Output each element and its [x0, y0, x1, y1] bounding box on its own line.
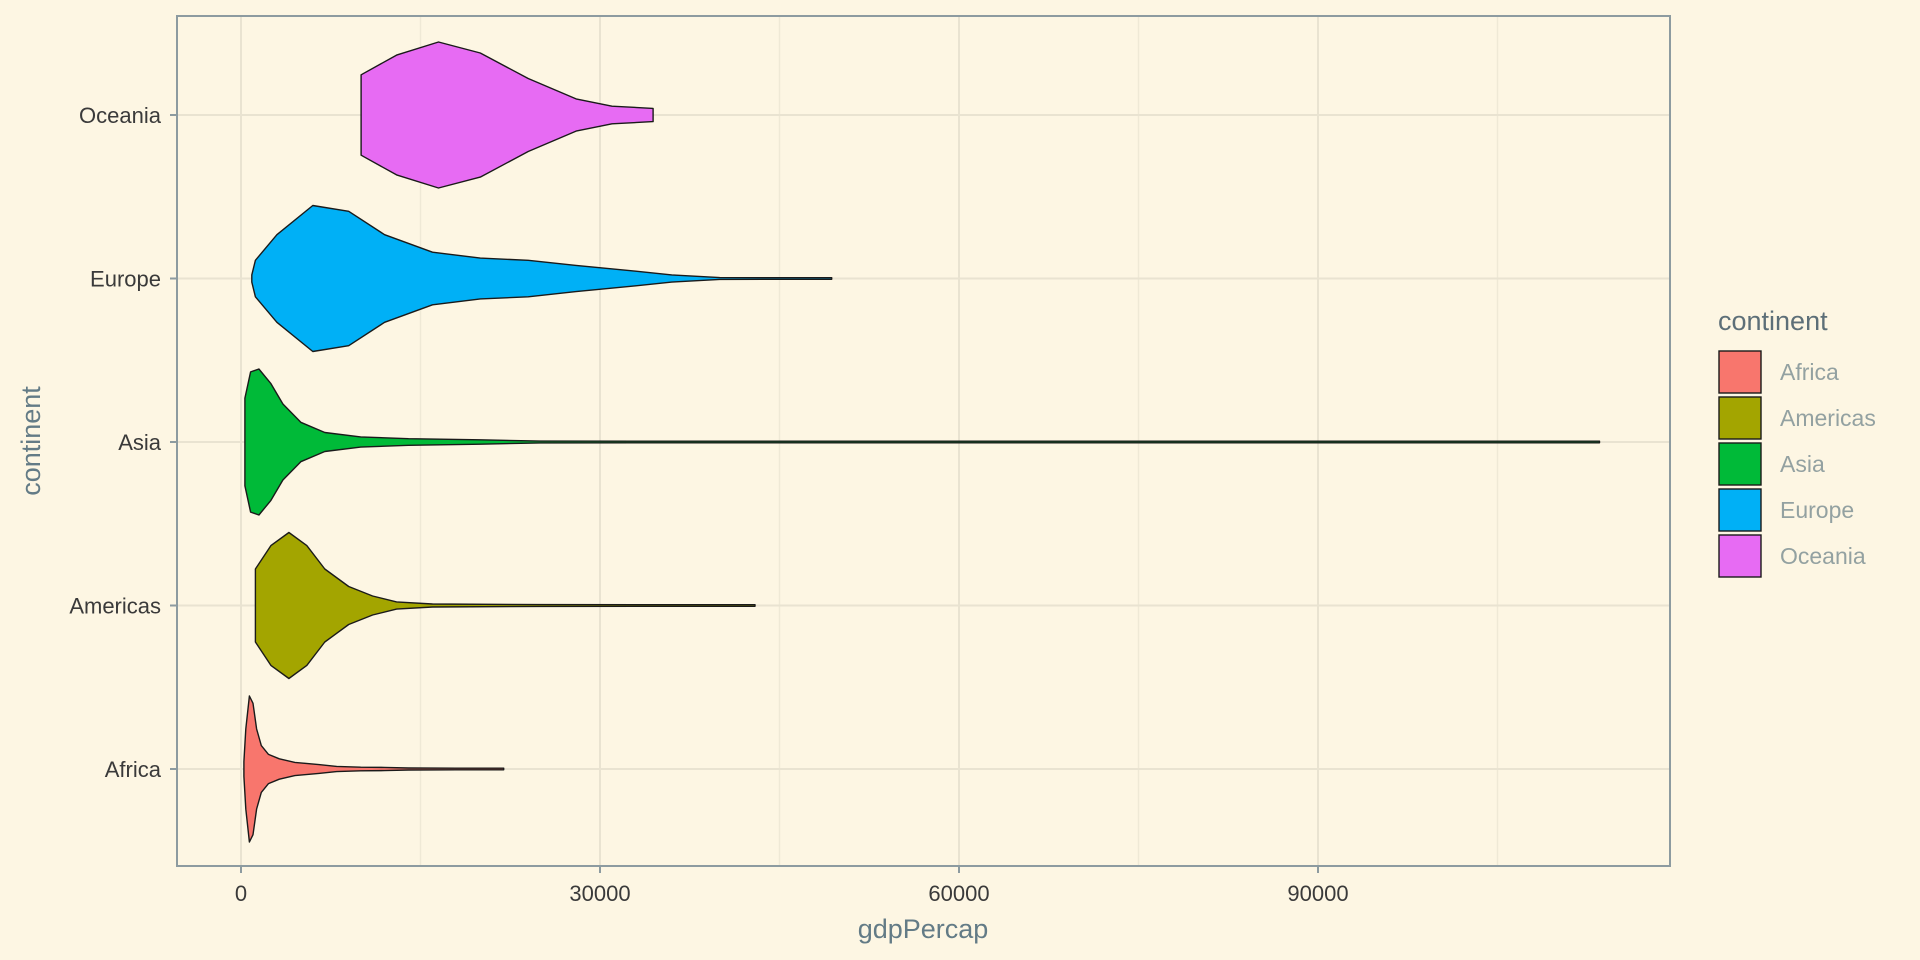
legend-label: Oceania: [1780, 543, 1866, 569]
legend-label: Asia: [1780, 451, 1825, 477]
x-tick-label: 0: [235, 881, 247, 906]
legend-key-asia: [1718, 442, 1762, 486]
legend-key-americas: [1718, 396, 1762, 440]
violin-asia: [244, 368, 1601, 516]
y-axis-title: continent: [16, 386, 46, 496]
y-tick-label: Oceania: [79, 103, 162, 128]
legend-label: Europe: [1780, 497, 1854, 523]
violin-africa: [243, 695, 505, 843]
legend-key-africa: [1718, 350, 1762, 394]
legend: continent Africa Americas Asia Europe Oceani…: [1718, 306, 1876, 578]
y-tick-label: Africa: [105, 757, 162, 782]
x-tick-label: 30000: [569, 881, 630, 906]
legend-label: Africa: [1780, 359, 1839, 385]
y-axis-ticks: Africa Americas Asia Europe Oceania: [69, 103, 177, 782]
legend-title: continent: [1718, 306, 1828, 336]
x-axis-ticks: 0 30000 60000 90000: [235, 866, 1349, 906]
x-axis-title: gdpPercap: [858, 914, 989, 944]
y-tick-label: Europe: [90, 267, 161, 292]
y-tick-label: Americas: [69, 594, 161, 619]
x-tick-label: 90000: [1287, 881, 1348, 906]
violin-oceania: [360, 41, 654, 189]
x-tick-label: 60000: [928, 881, 989, 906]
y-tick-label: Asia: [118, 430, 162, 455]
legend-key-europe: [1718, 488, 1762, 532]
legend-label: Americas: [1780, 405, 1876, 431]
violins: [243, 41, 1601, 843]
legend-key-oceania: [1718, 534, 1762, 578]
violin-americas: [254, 531, 756, 680]
violin-europe: [251, 204, 833, 353]
